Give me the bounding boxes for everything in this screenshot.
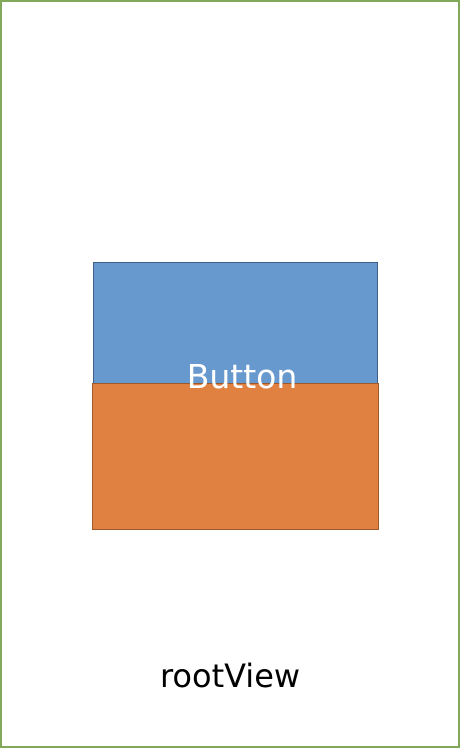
- button-label: Button: [186, 357, 298, 396]
- overlapping-subview: [92, 383, 379, 530]
- root-view-label: rootView: [159, 657, 301, 695]
